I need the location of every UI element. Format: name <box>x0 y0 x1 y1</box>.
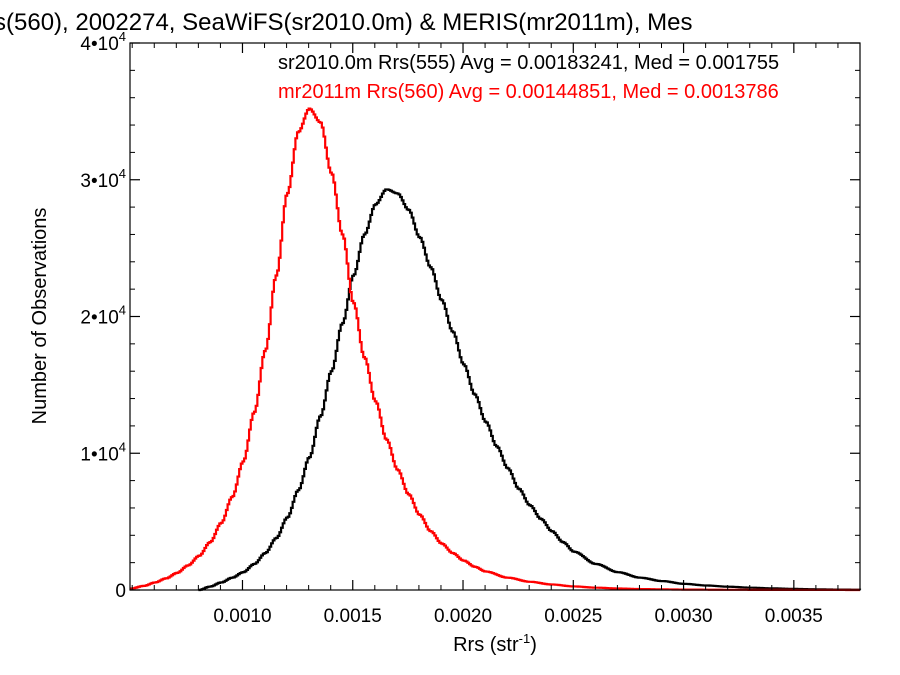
y-tick-label: 4•104 <box>80 29 126 55</box>
y-tick-label: 3•104 <box>80 166 126 192</box>
x-axis-label-text: Rrs (str <box>453 634 519 656</box>
x-axis-label-close: ) <box>530 634 537 656</box>
x-tick-label: 0.0030 <box>655 606 713 627</box>
y-tick-label: 1•104 <box>80 439 126 465</box>
y-tick-label: 2•104 <box>80 303 126 329</box>
y-tick-label: 0 <box>115 581 126 602</box>
y-axis-label: Number of Observations <box>29 208 51 425</box>
x-tick-label: 0.0015 <box>324 606 382 627</box>
x-tick-label: 0.0035 <box>765 606 823 627</box>
chart-title: s(560), 2002274, SeaWiFS(sr2010.0m) & ME… <box>0 9 692 36</box>
ticks-layer: 0.0010 0.0015 0.0020 0.0025 0.0030 0.0035 0 1•1… <box>80 29 861 627</box>
x-tick-label: 0.0020 <box>434 606 492 627</box>
x-tick-label: 0.0010 <box>213 606 271 627</box>
series-line-black <box>198 188 862 592</box>
series-layer <box>130 107 862 592</box>
x-axis-label: Rrs (str-1) <box>453 631 537 656</box>
x-axis-label-exponent: -1 <box>519 631 531 646</box>
x-tick-label: 0.0025 <box>544 606 602 627</box>
plot-frame <box>129 42 861 591</box>
legend-entry-red-series: mr2011m Rrs(560) Avg = 0.00144851, Med =… <box>278 81 779 103</box>
series-line-red <box>130 107 860 592</box>
legend-entry-black-series: sr2010.0m Rrs(555) Avg = 0.00183241, Med… <box>278 52 779 74</box>
